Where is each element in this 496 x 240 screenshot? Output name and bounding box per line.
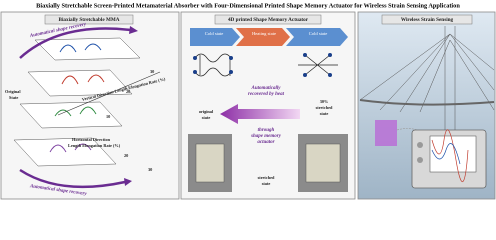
decoration-circle [229,56,233,60]
graphical-abstract: Biaxially Stretchable Screen-Printed Met… [0,2,496,200]
note: Automatically [251,86,282,91]
decoration-polygon [236,28,290,46]
decoration-path [431,143,461,165]
tick-label: 20 [124,153,128,158]
panel-actuator: 4D printed Shape Memory Actuator Cold st… [180,11,356,200]
decoration-circle [229,70,233,74]
decoration-g [194,53,338,77]
decoration-polygon [129,26,138,34]
decoration-polygon [124,178,132,186]
note: stretched [258,175,275,180]
decoration-path [19,27,131,59]
note: state [320,111,329,116]
decoration-rect [195,143,225,183]
decoration-path [194,53,232,77]
decoration-rect [214,14,322,25]
decoration-rect [429,135,477,173]
decoration-path [444,26,456,136]
tick-label: 30 [148,167,152,172]
decoration-circle [417,142,423,148]
note: actuator [257,140,274,145]
decoration-path [54,106,97,117]
tick-label: 20 [126,89,130,94]
decoration-circle [303,73,307,77]
panel-heading: Wireless Strain Sensing [401,17,454,23]
axis-label: Length Elongation Rate (%) [68,143,121,148]
decoration-polygon [190,28,240,46]
state-label: Heating state [252,31,276,36]
decoration-polygon [19,101,123,129]
note: state [262,181,271,186]
state-label: Original [5,89,21,94]
decoration-path [59,43,102,53]
decoration-path [298,54,338,76]
decoration-path [49,143,92,153]
note: shape memory [250,134,282,139]
tick-label: 30 [150,69,154,74]
axis-label: Horizontal Direction [72,137,111,142]
note: through [258,128,275,133]
note: recovered by heat [248,92,285,97]
decoration-polygon [286,28,348,46]
panel-heading: 4D printed Shape Memory Actuator [228,17,309,23]
decoration-path [431,129,469,183]
decoration-circle [193,56,197,60]
decoration-rect [305,143,341,183]
decoration-line [57,71,161,116]
decoration-path [61,74,105,85]
decoration-polygon [220,104,300,124]
tick-label: 10 [106,114,110,119]
decoration-polygon [34,37,141,61]
panel-mma: Biaxially Stretchable MMA Automatical sh… [0,11,180,200]
decoration-g [359,26,495,136]
decoration-circle [417,157,423,163]
state-label: Cold state [309,31,328,36]
decoration-path [359,99,495,106]
decoration-rect [381,14,473,25]
decoration-path [19,168,126,189]
decoration-rect [375,120,397,146]
decoration-path [359,33,495,113]
decoration-g [193,53,332,77]
note: original [199,109,214,114]
decoration-circle [193,70,197,74]
decoration-g [13,37,141,167]
note: 30% [320,99,329,104]
title: Biaxially Stretchable Screen-Printed Met… [36,2,460,9]
state-label: Cold state [205,31,224,36]
note: stretched [316,105,333,110]
decoration-rect [44,14,134,25]
state-label: State [9,95,18,100]
panel-sensing: Wireless Strain Sensing [357,11,496,200]
decoration-circle [328,73,332,77]
decoration-polygon [27,69,133,97]
note: state [202,115,211,120]
decoration-circle [328,53,332,57]
decoration-circle [303,53,307,57]
panel-heading: Biaxially Stretchable MMA [59,17,120,23]
decoration-g [49,43,105,153]
decoration-polygon [13,137,117,167]
